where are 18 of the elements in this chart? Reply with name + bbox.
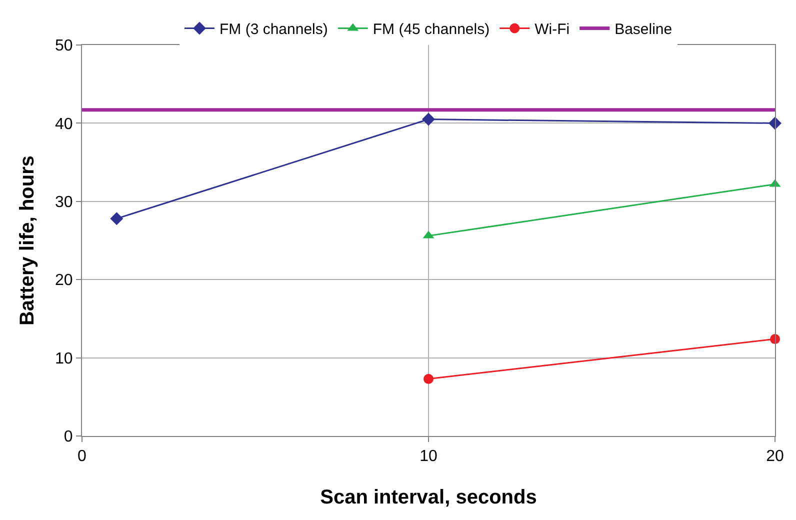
legend-label: Wi-Fi	[534, 21, 570, 38]
x-tick-label: 20	[766, 448, 784, 466]
x-tick-label: 10	[420, 448, 438, 466]
point	[110, 212, 124, 226]
legend-label: FM (45 channels)	[372, 21, 490, 38]
y-tick-label: 20	[55, 272, 73, 290]
point	[422, 112, 435, 126]
point	[424, 374, 434, 384]
x-tick-label: 0	[78, 448, 87, 466]
legend-label: FM (3 channels)	[220, 21, 328, 38]
y-axis-title: Battery life, hours	[16, 155, 39, 326]
legend-label: Baseline	[614, 21, 672, 38]
y-tick-label: 40	[55, 116, 73, 133]
y-tick-label: 0	[64, 428, 73, 446]
y-tick-label: 30	[55, 194, 73, 211]
y-tick-label: 10	[55, 350, 73, 368]
y-tick-label: 50	[55, 38, 73, 55]
x-axis-title: Scan interval, seconds	[320, 486, 537, 509]
